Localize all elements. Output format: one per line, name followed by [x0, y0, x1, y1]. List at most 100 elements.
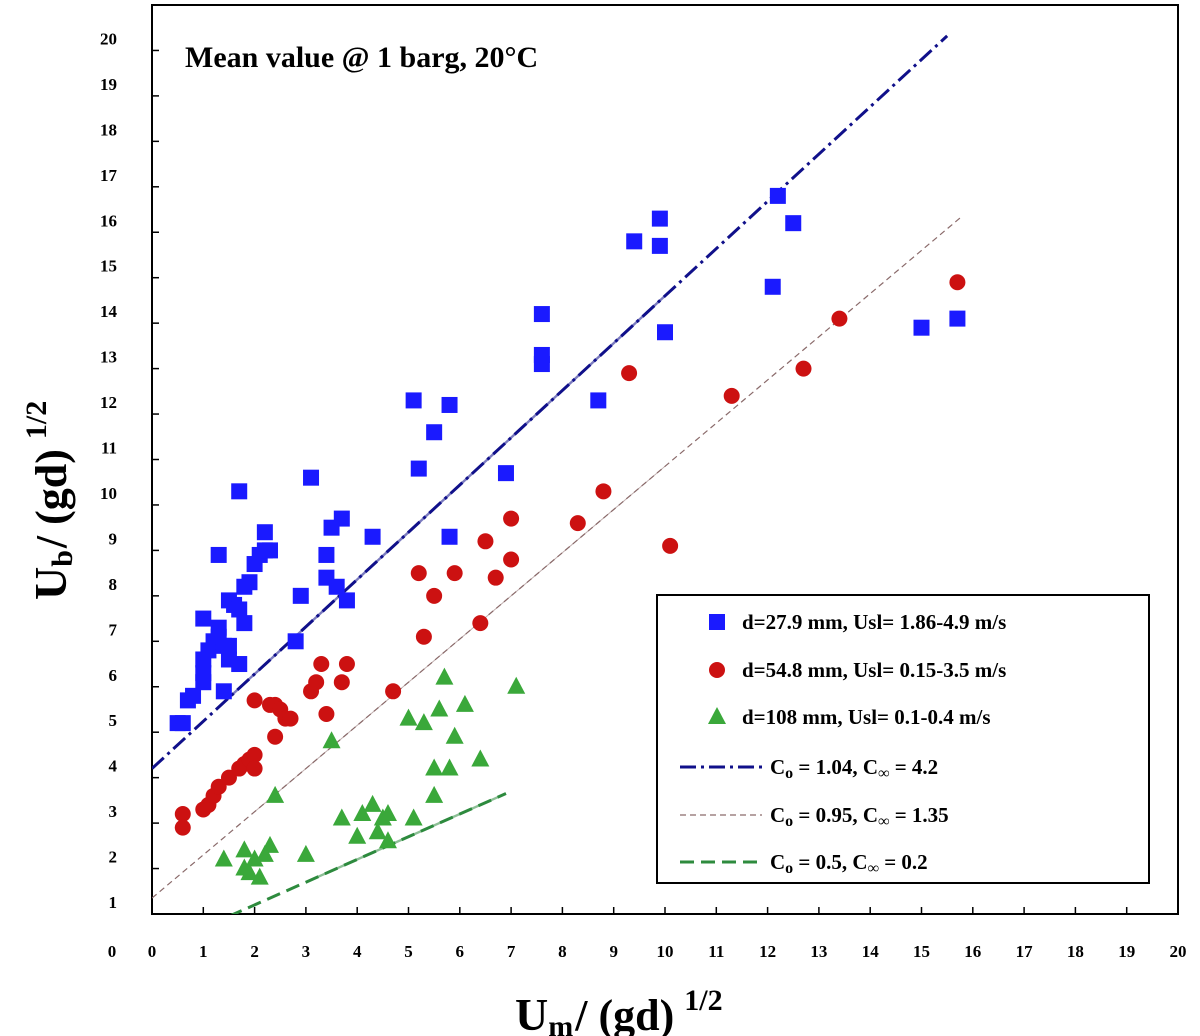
triangle-point: [353, 804, 372, 822]
square-point: [231, 483, 248, 500]
legend-label: d=108 mm, Usl= 0.1-0.4 m/s: [742, 705, 991, 729]
fit-line: [152, 215, 963, 899]
square-point: [533, 306, 550, 323]
square-point: [261, 542, 278, 559]
circle-point: [282, 710, 299, 727]
x-tick-label: 14: [862, 942, 880, 961]
circle-point: [426, 587, 443, 604]
circle-point: [246, 760, 263, 777]
y-tick-label: 5: [109, 711, 118, 730]
square-point: [533, 346, 550, 363]
x-tick-label: 2: [250, 942, 259, 961]
square-point: [405, 392, 422, 409]
square-point: [913, 319, 930, 336]
square-point: [441, 528, 458, 545]
x-tick-label: 20: [1170, 942, 1187, 961]
triangle-point: [250, 867, 269, 885]
x-tick-label: 10: [657, 942, 674, 961]
x-tick-label: 9: [609, 942, 618, 961]
square-point: [220, 637, 237, 654]
x-tick-label: 11: [708, 942, 724, 961]
circle-point: [313, 656, 330, 673]
square-point: [333, 510, 350, 527]
square-point: [769, 187, 786, 204]
triangle-point: [255, 844, 274, 862]
square-point: [241, 574, 258, 591]
circle-point: [210, 778, 227, 795]
circle-point: [472, 615, 489, 632]
square-point: [949, 310, 966, 327]
legend: d=27.9 mm, Usl= 1.86-4.9 m/s d=54.8 mm, U…: [656, 594, 1150, 884]
y-tick-label: 1: [109, 893, 118, 912]
square-point: [651, 237, 668, 254]
circle-point: [446, 565, 463, 582]
y-tick-label: 7: [109, 620, 118, 639]
triangle-point: [425, 758, 444, 776]
x-tick-label: 16: [964, 942, 981, 961]
square-point: [195, 610, 212, 627]
circle-point: [795, 360, 812, 377]
x-tick-label: 5: [404, 942, 413, 961]
y-tick-label: 17: [100, 166, 118, 185]
triangle-point: [260, 835, 279, 853]
x-tick-label: 15: [913, 942, 930, 961]
y-tick-label: 6: [109, 666, 118, 685]
y-tick-label: 18: [100, 120, 117, 139]
square-point: [328, 578, 345, 595]
y-tick-label: 4: [109, 757, 118, 776]
circle-point: [220, 769, 237, 786]
y-tick-label: 16: [100, 211, 117, 230]
triangle-point: [332, 808, 351, 826]
triangle-point: [399, 708, 418, 726]
square-point: [210, 546, 227, 563]
legend-label: Co = 0.5, C∞ = 0.2: [770, 850, 928, 877]
circle-point: [415, 628, 432, 645]
triangle-point: [266, 785, 285, 803]
circle-point: [308, 674, 325, 691]
triangle-point: [245, 849, 264, 867]
triangle-point: [435, 667, 454, 685]
chart-title: Mean value @ 1 barg, 20°C: [185, 41, 538, 74]
x-tick-label: 17: [1016, 942, 1034, 961]
legend-triangle-marker: [708, 707, 726, 724]
y-tick-label: 11: [101, 439, 117, 458]
circle-point: [595, 483, 612, 500]
circle-point: [477, 533, 494, 550]
circle-point: [487, 569, 504, 586]
square-point: [318, 546, 335, 563]
triangle-point: [296, 844, 315, 862]
x-tick-label: 6: [456, 942, 465, 961]
circle-point: [621, 365, 638, 382]
triangle-point: [445, 726, 464, 744]
circle-point: [723, 387, 740, 404]
circle-point: [174, 819, 191, 836]
circle-point: [318, 706, 335, 723]
square-point: [185, 687, 202, 704]
triangle-point: [430, 699, 449, 717]
square-point: [497, 465, 514, 482]
triangle-point: [378, 804, 397, 822]
fit-line-solid-segment: [217, 294, 666, 708]
circle-point: [503, 551, 520, 568]
y-axis-title: Ub/ (gd)1/2: [20, 401, 79, 600]
y-tick-label: 13: [100, 348, 117, 367]
data-points-group: [169, 187, 966, 885]
x-origin-tick-label: 0: [108, 942, 117, 961]
circle-point: [174, 806, 191, 823]
y-tick-label: 2: [109, 848, 118, 867]
triangle-point: [322, 731, 341, 749]
y-tick-label: 15: [100, 257, 117, 276]
x-axis-title: Um/ (gd) 1/2: [515, 984, 723, 1036]
x-tick-label: 18: [1067, 942, 1084, 961]
legend-label: Co = 0.95, C∞ = 1.35: [770, 803, 949, 830]
square-point: [441, 396, 458, 413]
circle-point: [831, 310, 848, 327]
circle-point: [569, 515, 586, 532]
square-point: [626, 233, 643, 250]
circle-point: [246, 692, 263, 709]
triangle-point: [363, 794, 382, 812]
square-point: [292, 587, 309, 604]
y-tick-label: 20: [100, 29, 117, 48]
x-tick-label: 4: [353, 942, 362, 961]
